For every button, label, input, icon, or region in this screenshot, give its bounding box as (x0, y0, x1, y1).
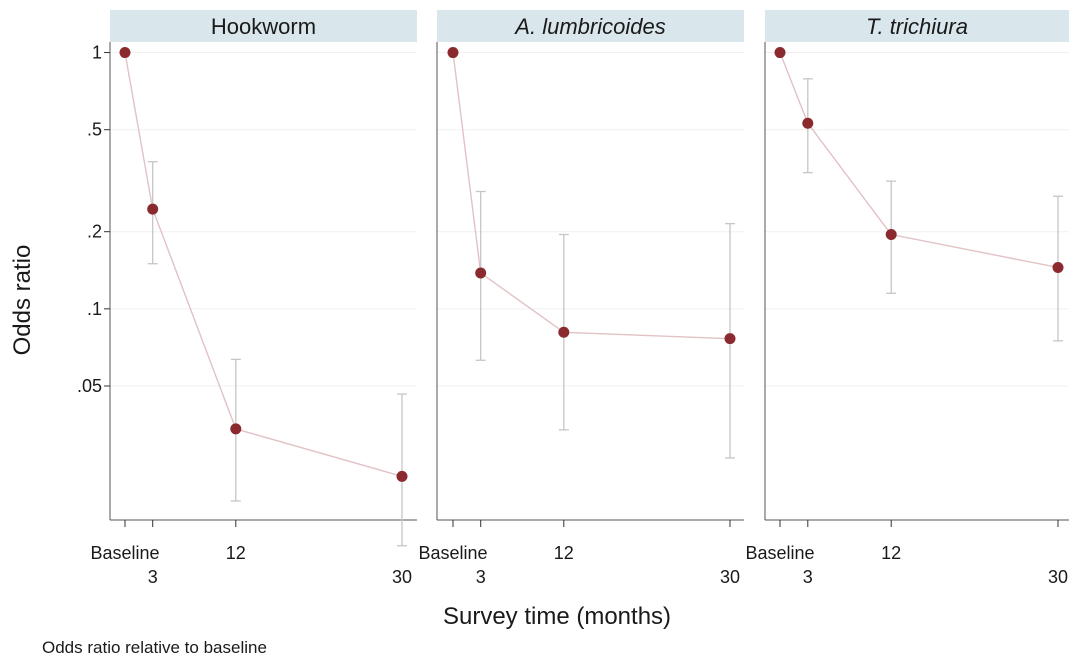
panel-title: Hookworm (211, 14, 316, 39)
data-point (147, 203, 159, 215)
y-tick-label: .1 (87, 299, 102, 319)
x-tick-label: 12 (554, 543, 574, 563)
y-tick-label: .2 (87, 222, 102, 242)
data-point (230, 423, 242, 435)
y-tick-label: .05 (77, 376, 102, 396)
x-tick-label: Baseline (90, 543, 159, 563)
x-tick-label: 12 (881, 543, 901, 563)
x-tick-label: Baseline (418, 543, 487, 563)
data-point (1052, 261, 1064, 273)
panel-strip (110, 10, 417, 42)
data-point (724, 333, 736, 345)
panel-title: A. lumbricoides (513, 14, 665, 39)
panel-1: Hookworm Baseline 3 12 30 (90, 10, 417, 587)
chart-note: Odds ratio relative to baseline (42, 638, 267, 657)
panel-2: A. lumbricoides Baseline 3 12 30 (418, 10, 744, 587)
x-tick-label: 12 (226, 543, 246, 563)
panel-title: T. trichiura (866, 14, 968, 39)
panel-strip (437, 10, 744, 42)
data-point (447, 47, 459, 59)
panels-layer: Hookworm Baseline 3 12 30 A. lumbricoides Base… (90, 10, 1069, 587)
x-tick-label: 30 (1048, 567, 1068, 587)
series-line (124, 52, 403, 478)
y-tick-label: .5 (87, 120, 102, 140)
x-tick-label: 30 (720, 567, 740, 587)
series-line (452, 52, 731, 340)
x-tick-label: 3 (803, 567, 813, 587)
y-axis-title: Odds ratio (9, 245, 36, 356)
data-point (885, 229, 897, 241)
x-tick-label: Baseline (745, 543, 814, 563)
x-tick-label: 3 (148, 567, 158, 587)
data-point (774, 47, 786, 59)
series-line (779, 52, 1059, 269)
x-axis-title: Survey time (months) (443, 603, 671, 630)
data-point (119, 47, 131, 59)
data-point (475, 267, 487, 279)
data-point (558, 326, 570, 338)
data-point (802, 117, 814, 129)
x-tick-label: 3 (476, 567, 486, 587)
y-tick-label: 1 (92, 43, 102, 63)
panel-strip (765, 10, 1069, 42)
y-axis: 1 .5 .2 .1 .05 (77, 43, 110, 396)
data-point (396, 470, 408, 482)
x-tick-label: 30 (392, 567, 412, 587)
panel-3: T. trichiura Baseline 3 12 30 (745, 10, 1069, 587)
